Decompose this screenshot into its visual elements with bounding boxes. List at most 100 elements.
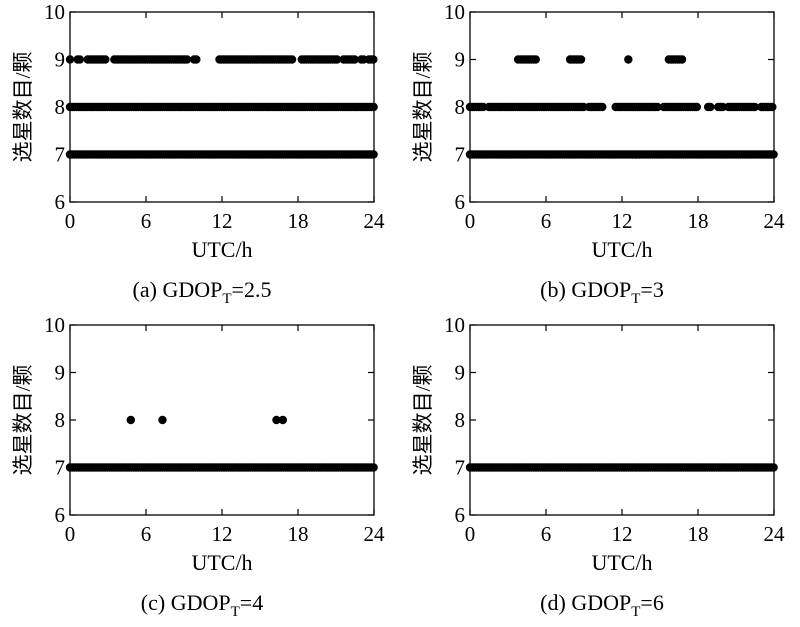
x-tick-label: 24 [764,522,786,546]
caption-subscript: T [631,604,640,620]
data-point-y9 [369,55,378,64]
data-points [465,463,778,472]
data-points [65,415,378,472]
y-tick-label: 8 [55,95,66,119]
data-point-y8 [369,102,378,112]
x-tick-label: 6 [141,209,152,233]
x-tick-label: 24 [764,209,786,233]
y-tick-label: 8 [455,408,466,432]
y-tick-label: 10 [44,313,65,337]
chart-panel-d: 6 7 8 9 10 0 6 12 18 24 选星数目/颗 UTC/h (d) GDOPT=6 [400,313,800,626]
data-point-y9 [332,55,342,64]
data-point-y8 [126,415,135,425]
plot-frame [469,324,775,516]
data-point-y7 [769,463,778,472]
x-tick-label: 18 [288,209,309,233]
y-axis-label: 选星数目/颗 [11,365,35,476]
x-axis-label: UTC/h [591,237,652,262]
panel-caption: (b) GDOPT=3 [540,277,664,307]
y-tick-label: 8 [55,408,66,432]
x-axis-label: UTC/h [191,237,252,262]
y-axis-label: 选星数目/颗 [411,52,435,163]
data-point-y8 [692,102,701,112]
x-tick-label: 24 [364,522,386,546]
data-point-y8 [653,102,662,112]
data-point-y8 [272,415,281,425]
panel-caption: (a) GDOPT=2.5 [133,277,272,307]
caption-prefix: (a) GDOP [133,277,223,302]
x-tick-label: 6 [141,522,152,546]
plot-frame [69,324,375,516]
y-axis-label: 选星数目/颗 [411,365,435,476]
data-point-y7 [369,463,378,472]
y-tick-label: 7 [455,143,466,167]
x-axis-label: UTC/h [191,550,252,575]
data-point-y9 [576,55,586,64]
x-tick-label: 12 [212,209,233,233]
x-tick-label: 0 [465,209,476,233]
y-tick-label: 9 [455,48,466,72]
caption-suffix: =3 [640,277,663,302]
data-point-y9 [350,55,359,64]
x-tick-label: 12 [212,522,233,546]
data-point-y8 [750,102,759,112]
data-point-y8 [768,102,777,112]
data-point-y8 [479,102,488,112]
x-tick-label: 0 [465,522,476,546]
caption-prefix: (c) GDOP [141,590,231,615]
data-point-y8 [598,102,607,112]
data-point-y9 [677,55,687,64]
y-tick-label: 7 [55,456,66,480]
data-point-y9 [287,55,297,64]
data-point-y9 [531,55,540,64]
panel-caption: (c) GDOPT=4 [141,590,263,620]
chart-panel-a: 6 7 8 9 10 0 6 12 18 24 选星数目/颗 UTC/h (a) GDOPT=2.5 [0,0,400,313]
x-tick-label: 24 [364,209,386,233]
y-tick-label: 6 [455,190,466,214]
x-tick-label: 6 [541,209,552,233]
y-axis-label: 选星数目/颗 [11,52,35,163]
y-tick-label: 9 [55,361,66,385]
x-tick-label: 18 [288,522,309,546]
y-tick-label: 8 [455,95,466,119]
y-tick-label: 9 [455,361,466,385]
x-tick-label: 18 [688,522,709,546]
data-points [65,55,378,159]
y-tick-label: 10 [444,0,465,24]
y-tick-label: 6 [455,503,466,527]
y-tick-label: 10 [444,313,465,337]
caption-suffix: =4 [240,590,263,615]
data-point-y9 [624,55,633,64]
data-point-y8 [278,415,287,425]
caption-suffix: =2.5 [232,277,272,302]
x-tick-label: 6 [541,522,552,546]
caption-suffix: =6 [640,590,663,615]
caption-subscript: T [231,604,240,620]
y-tick-label: 7 [455,456,466,480]
chart-panel-b: 6 7 8 9 10 0 6 12 18 24 选星数目/颗 UTC/h (b) GDOPT=3 [400,0,800,313]
caption-subscript: T [631,291,640,307]
caption-subscript: T [222,291,231,307]
data-point-y8 [158,415,167,425]
y-tick-label: 10 [44,0,65,24]
data-point-y8 [706,102,715,112]
data-point-y9 [192,55,201,64]
data-points [465,55,778,159]
y-tick-label: 7 [55,143,66,167]
data-point-y9 [101,55,110,64]
x-tick-label: 0 [65,209,76,233]
caption-prefix: (d) GDOP [540,590,631,615]
data-point-y7 [769,150,778,159]
panel-caption: (d) GDOPT=6 [540,590,664,620]
y-tick-label: 9 [55,48,66,72]
data-point-y9 [75,55,85,64]
x-axis-label: UTC/h [591,550,652,575]
y-tick-label: 6 [55,190,66,214]
data-point-y7 [369,150,378,159]
data-point-y9 [65,55,75,64]
x-tick-label: 0 [65,522,76,546]
